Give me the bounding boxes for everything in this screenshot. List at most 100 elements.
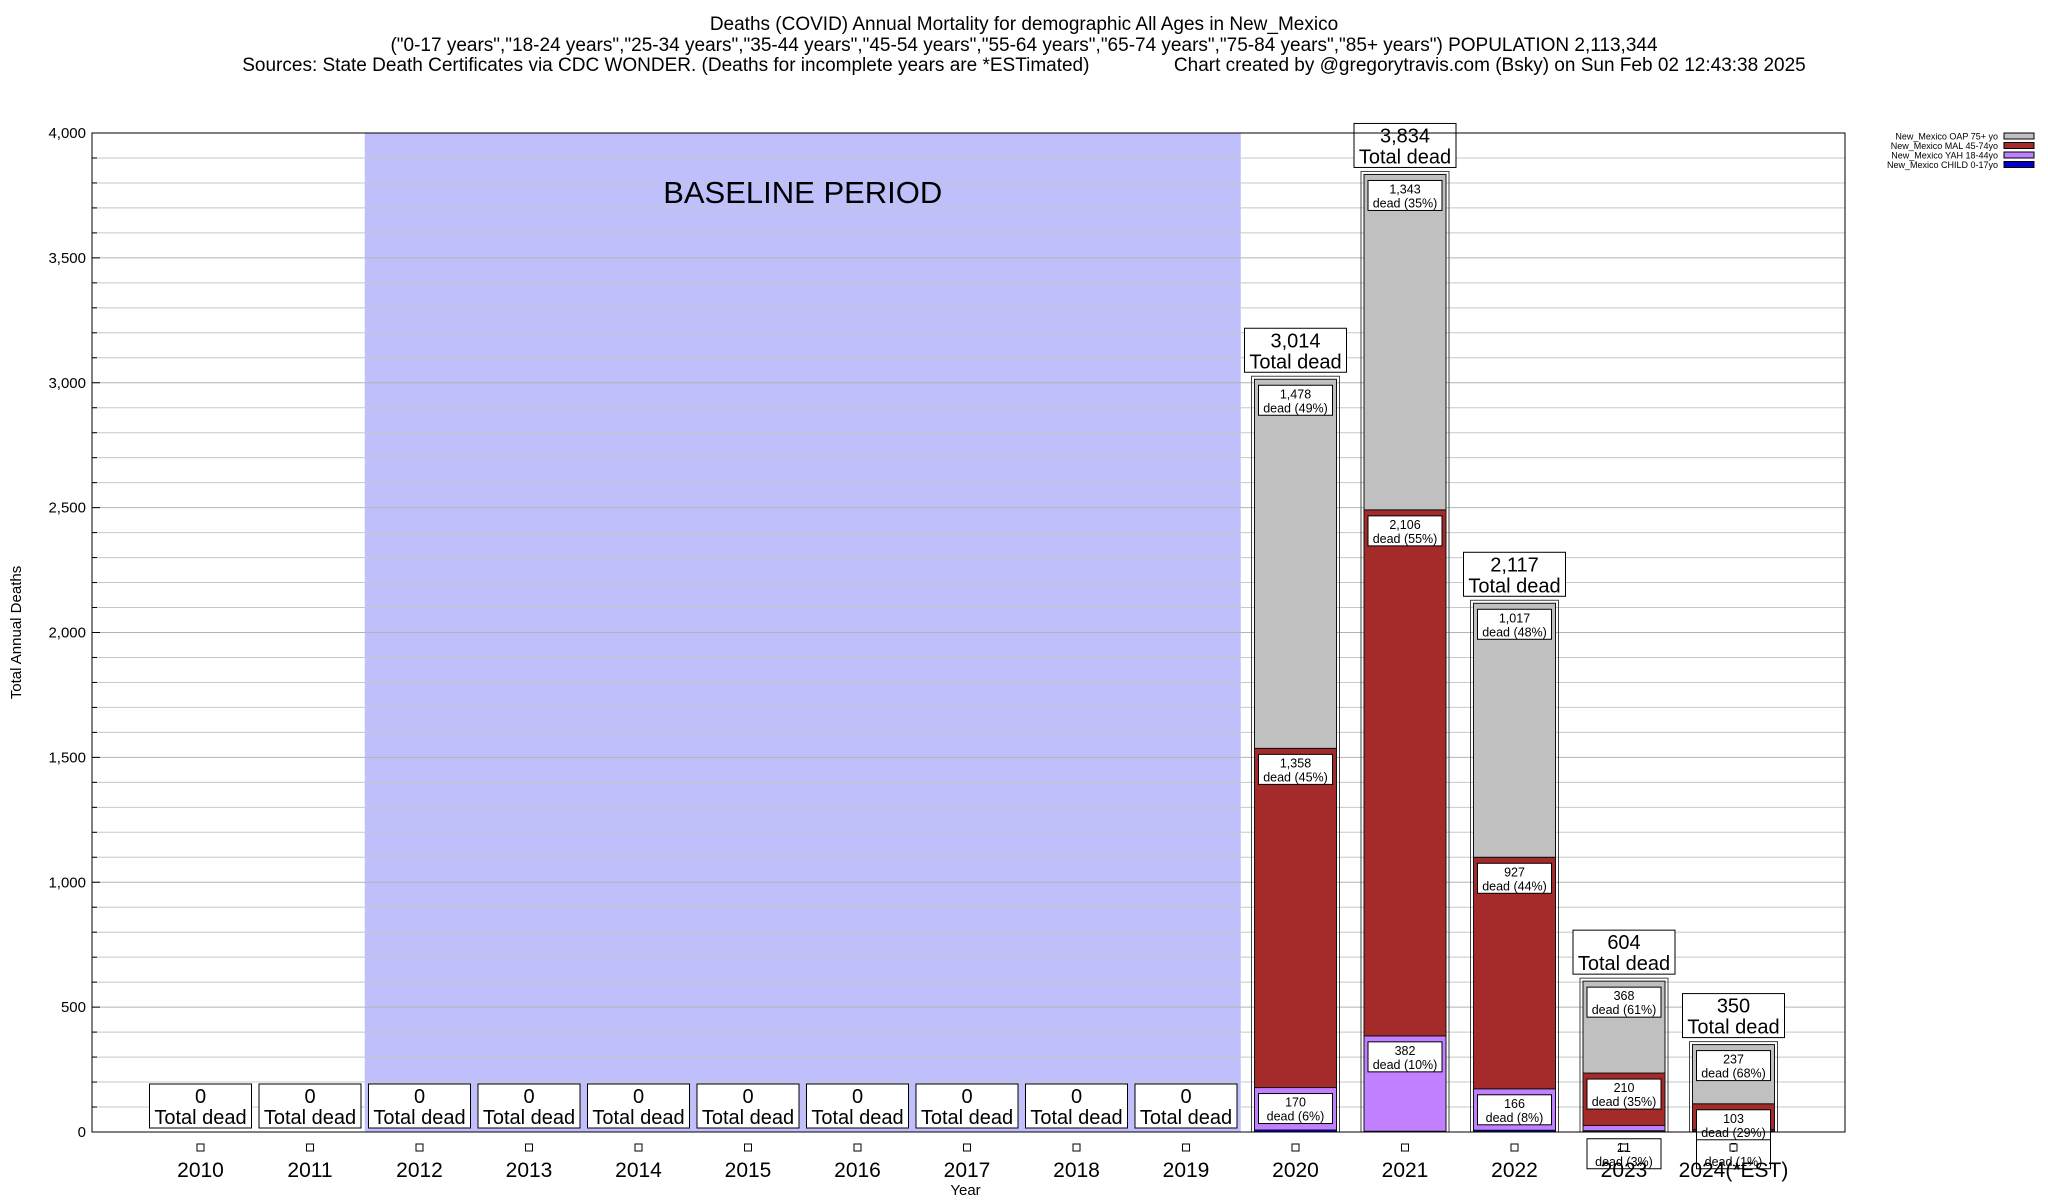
x-tick-marker bbox=[196, 1143, 205, 1152]
total-label-box bbox=[1463, 551, 1566, 597]
bar-segment-3 bbox=[1473, 602, 1556, 858]
segment-data-label: 237 dead (68%) bbox=[1701, 1053, 1766, 1081]
x-tick-marker bbox=[415, 1143, 424, 1152]
segment-label-box bbox=[1696, 1050, 1771, 1082]
segment-data-label: 2,106 dead (55%) bbox=[1373, 518, 1438, 546]
total-data-label: 0 Total dead bbox=[264, 1086, 356, 1129]
segment-label-box bbox=[1477, 608, 1552, 640]
segment-label-box bbox=[1696, 1109, 1771, 1141]
bar-segment-1 bbox=[1582, 1125, 1666, 1132]
x-tick-label: 2015 bbox=[725, 1159, 772, 1182]
segment-data-label: 382 dead (10%) bbox=[1373, 1044, 1438, 1072]
segment-label-box bbox=[1258, 753, 1333, 785]
segment-label-box bbox=[1586, 986, 1662, 1018]
total-data-label: 604 Total dead bbox=[1578, 932, 1670, 975]
segment-data-label: 103 dead (29%) bbox=[1701, 1112, 1766, 1140]
total-data-label: 0 Total dead bbox=[154, 1086, 246, 1129]
total-data-label: 0 Total dead bbox=[592, 1086, 684, 1129]
x-tick-label: 2017 bbox=[944, 1159, 991, 1182]
total-label-box bbox=[915, 1083, 1019, 1129]
y-tick-label: 500 bbox=[61, 999, 86, 1016]
y-tick-label: 2,500 bbox=[48, 500, 86, 517]
x-tick-label: 2022 bbox=[1491, 1159, 1538, 1182]
x-tick-label: 2014 bbox=[615, 1159, 662, 1182]
total-data-label: 3,834 Total dead bbox=[1359, 125, 1451, 168]
total-data-label: 0 Total dead bbox=[702, 1086, 794, 1129]
y-tick-label: 2,000 bbox=[48, 625, 86, 642]
segment-data-label: 368 dead (61%) bbox=[1592, 989, 1657, 1017]
x-tick-label: 2016 bbox=[834, 1159, 881, 1182]
segment-label-box bbox=[1477, 862, 1552, 894]
bar-segment-2 bbox=[1254, 747, 1337, 1089]
total-data-label: 3,014 Total dead bbox=[1249, 330, 1341, 373]
total-data-label: 0 Total dead bbox=[373, 1086, 465, 1129]
total-label-box bbox=[1134, 1083, 1238, 1129]
chart-subtitle-sources: Sources: State Death Certificates via CD… bbox=[242, 55, 1806, 76]
legend-swatch bbox=[2003, 132, 2035, 140]
y-tick-label: 3,000 bbox=[48, 375, 86, 392]
bar-segment-3 bbox=[1254, 378, 1337, 749]
x-tick-marker bbox=[1072, 1143, 1081, 1152]
x-tick-marker bbox=[853, 1143, 862, 1152]
x-axis-label: Year bbox=[950, 1182, 980, 1199]
segment-label-box bbox=[1586, 1078, 1662, 1110]
segment-label-box bbox=[1258, 384, 1333, 416]
x-tick-label: 2012 bbox=[396, 1159, 443, 1182]
x-tick-marker bbox=[1291, 1143, 1300, 1152]
y-tick-label: 4,000 bbox=[48, 125, 86, 142]
y-tick-label: 1,500 bbox=[48, 749, 86, 766]
segment-data-label: 210 dead (35%) bbox=[1592, 1081, 1657, 1109]
legend-swatch bbox=[2003, 142, 2035, 149]
x-tick-label: 2023 bbox=[1601, 1159, 1648, 1182]
x-tick-label: 2013 bbox=[506, 1159, 553, 1182]
total-label-box bbox=[1572, 929, 1676, 975]
x-tick-marker bbox=[1401, 1143, 1409, 1152]
segment-data-label: 1,017 dead (48%) bbox=[1482, 611, 1547, 639]
segment-data-label: 1,343 dead (35%) bbox=[1373, 182, 1438, 210]
x-tick-marker bbox=[306, 1143, 314, 1152]
total-data-label: 0 Total dead bbox=[811, 1086, 903, 1129]
total-label-box bbox=[1682, 993, 1785, 1039]
x-tick-marker bbox=[1182, 1143, 1190, 1152]
y-tick-label: 3,500 bbox=[48, 250, 86, 267]
x-tick-label: 2024(*EST) bbox=[1679, 1159, 1789, 1182]
total-label-box bbox=[368, 1083, 471, 1129]
segment-data-label: 170 dead (6%) bbox=[1267, 1096, 1325, 1124]
total-data-label: 350 Total dead bbox=[1687, 996, 1779, 1039]
bar-segment-2 bbox=[1363, 509, 1447, 1037]
legend-label: New_Mexico YAH 18-44yo bbox=[1891, 151, 1998, 161]
x-tick-label: 2010 bbox=[177, 1159, 224, 1182]
chart-subtitle-ages: ("0-17 years","18-24 years","25-34 years… bbox=[390, 35, 1658, 56]
baseline-period-label: BASELINE PERIOD bbox=[663, 175, 942, 210]
legend-label: New_Mexico CHILD 0-17yo bbox=[1887, 160, 1998, 170]
plot-frame bbox=[91, 132, 1846, 1133]
total-data-label: 0 Total dead bbox=[1140, 1086, 1232, 1129]
segment-data-label: 166 dead (8%) bbox=[1486, 1097, 1544, 1125]
total-label-box bbox=[587, 1083, 690, 1129]
total-label-box bbox=[696, 1083, 800, 1129]
segment-data-label: 1,478 dead (49%) bbox=[1263, 387, 1328, 415]
total-label-box bbox=[806, 1083, 909, 1129]
total-data-label: 0 Total dead bbox=[483, 1086, 575, 1129]
legend-label: New_Mexico OAP 75+ yo bbox=[1895, 132, 1998, 142]
legend-label: New_Mexico MAL 45-74yo bbox=[1891, 141, 1998, 151]
total-label-box bbox=[1353, 122, 1457, 168]
x-tick-label: 2021 bbox=[1382, 1159, 1429, 1182]
x-tick-marker bbox=[963, 1143, 971, 1152]
total-label-box bbox=[1244, 327, 1347, 373]
segment-data-label: 927 dead (44%) bbox=[1482, 865, 1547, 893]
x-tick-label: 2019 bbox=[1163, 1159, 1210, 1182]
x-tick-marker bbox=[525, 1143, 533, 1152]
x-tick-marker bbox=[744, 1143, 752, 1152]
total-label-box bbox=[477, 1083, 581, 1129]
y-axis-label: Total Annual Deaths bbox=[8, 566, 25, 699]
total-label-box bbox=[258, 1083, 362, 1129]
segment-label-box bbox=[1367, 515, 1443, 547]
bar-segment-2 bbox=[1473, 856, 1556, 1090]
legend-swatch bbox=[2003, 161, 2035, 168]
x-tick-label: 2018 bbox=[1053, 1159, 1100, 1182]
x-tick-marker bbox=[634, 1143, 643, 1152]
y-tick-label: 0 bbox=[78, 1124, 86, 1141]
x-tick-marker bbox=[1510, 1143, 1519, 1152]
